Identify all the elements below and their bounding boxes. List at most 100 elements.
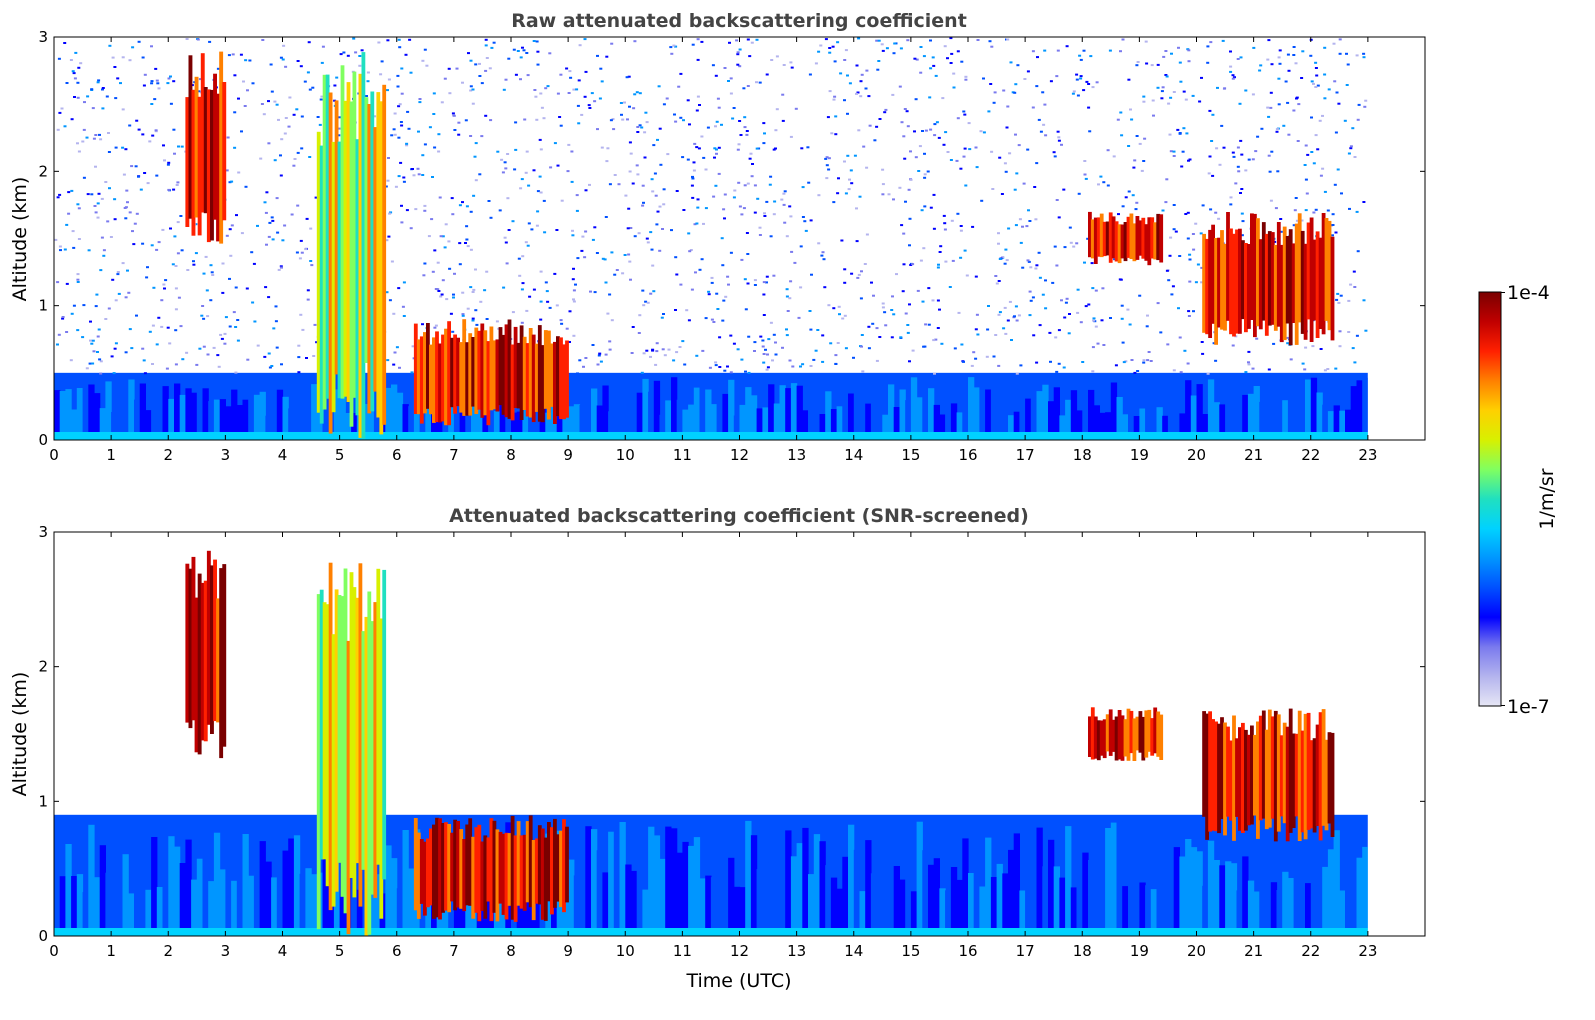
feature-streak: [340, 596, 345, 897]
noise-speck: [157, 241, 161, 244]
noise-speck: [252, 262, 256, 265]
noise-speck: [1036, 56, 1039, 59]
noise-speck: [633, 40, 637, 43]
noise-speck: [883, 111, 887, 114]
noise-speck: [997, 313, 1001, 316]
noise-speck: [57, 57, 61, 60]
feature-streak: [456, 821, 460, 908]
noise-speck: [936, 327, 940, 329]
noise-speck: [746, 38, 750, 41]
noise-speck: [1309, 54, 1313, 57]
noise-speck: [1362, 201, 1366, 203]
noise-speck: [1349, 147, 1353, 150]
layer-stripe: [1242, 394, 1249, 440]
noise-speck: [251, 301, 255, 304]
noise-speck: [681, 156, 685, 159]
noise-speck: [636, 126, 640, 128]
feature-streak: [556, 834, 560, 902]
layer-stripe: [236, 405, 244, 440]
noise-speck: [608, 183, 612, 186]
layer-stripe: [174, 846, 181, 936]
noise-speck: [1353, 286, 1357, 288]
noise-speck: [133, 222, 137, 225]
noise-speck: [1295, 219, 1299, 222]
noise-speck: [859, 80, 863, 83]
feature-streak: [1315, 231, 1320, 338]
feature-streak: [534, 343, 539, 412]
layer-stripe: [642, 378, 649, 440]
feature-streak: [1238, 727, 1242, 831]
noise-speck: [727, 283, 730, 286]
noise-speck: [287, 125, 291, 128]
noise-speck: [474, 142, 478, 145]
noise-speck: [1216, 86, 1219, 89]
noise-speck: [715, 148, 718, 151]
noise-speck: [452, 293, 455, 296]
noise-speck: [1244, 89, 1248, 92]
layer-stripe: [848, 824, 855, 936]
noise-speck: [943, 45, 947, 48]
layer-stripe: [1350, 386, 1357, 440]
layer-stripe: [933, 404, 940, 440]
noise-speck: [186, 269, 190, 271]
noise-speck: [694, 271, 697, 274]
noise-speck: [1343, 119, 1347, 122]
feature-streak: [1114, 221, 1119, 262]
noise-speck: [1028, 220, 1032, 222]
noise-speck: [421, 323, 424, 326]
noise-speck: [832, 307, 836, 310]
noise-speck: [1292, 109, 1296, 112]
noise-speck: [128, 328, 132, 331]
noise-speck: [1237, 170, 1241, 173]
noise-speck: [801, 363, 805, 366]
noise-speck: [1314, 134, 1318, 137]
noise-speck: [982, 77, 985, 80]
noise-speck: [872, 294, 875, 297]
layer-stripe: [1128, 389, 1135, 440]
feature-streak: [1093, 716, 1098, 759]
noise-speck: [911, 263, 915, 266]
x-tick-label: 3: [221, 446, 231, 464]
noise-speck: [735, 39, 739, 42]
layer-stripe: [1162, 415, 1169, 440]
noise-speck: [275, 346, 279, 349]
noise-speck: [180, 145, 184, 148]
noise-speck: [1006, 105, 1010, 108]
noise-speck: [1034, 218, 1038, 221]
noise-speck: [145, 276, 149, 279]
noise-speck: [85, 136, 89, 139]
noise-speck: [724, 295, 728, 298]
feature-streak: [355, 139, 360, 416]
feature-streak: [465, 342, 470, 416]
feature-streak: [528, 815, 533, 908]
noise-speck: [1112, 155, 1116, 158]
panel-raw-plot-area: [54, 37, 1425, 440]
noise-speck: [1136, 61, 1140, 63]
noise-speck: [89, 320, 92, 323]
feature-streak: [525, 821, 530, 903]
noise-speck: [768, 183, 772, 186]
noise-speck: [651, 264, 655, 267]
noise-speck: [1015, 372, 1019, 375]
noise-speck: [121, 56, 125, 59]
noise-speck: [723, 217, 726, 220]
noise-speck: [77, 66, 81, 69]
noise-speck: [767, 338, 771, 341]
noise-speck: [1143, 137, 1147, 140]
x-tick-label: 19: [1130, 446, 1149, 464]
noise-speck: [1128, 323, 1132, 326]
noise-speck: [1014, 224, 1018, 227]
noise-speck: [716, 97, 720, 100]
noise-speck: [584, 357, 588, 359]
noise-speck: [1054, 336, 1058, 339]
noise-speck: [1055, 264, 1059, 267]
noise-speck: [674, 256, 678, 259]
noise-speck: [722, 299, 726, 302]
noise-speck: [124, 296, 128, 299]
noise-speck: [1289, 358, 1293, 361]
noise-speck: [974, 328, 978, 331]
noise-speck: [281, 58, 285, 61]
noise-speck: [1287, 133, 1291, 136]
noise-speck: [89, 339, 92, 342]
noise-speck: [950, 52, 954, 55]
